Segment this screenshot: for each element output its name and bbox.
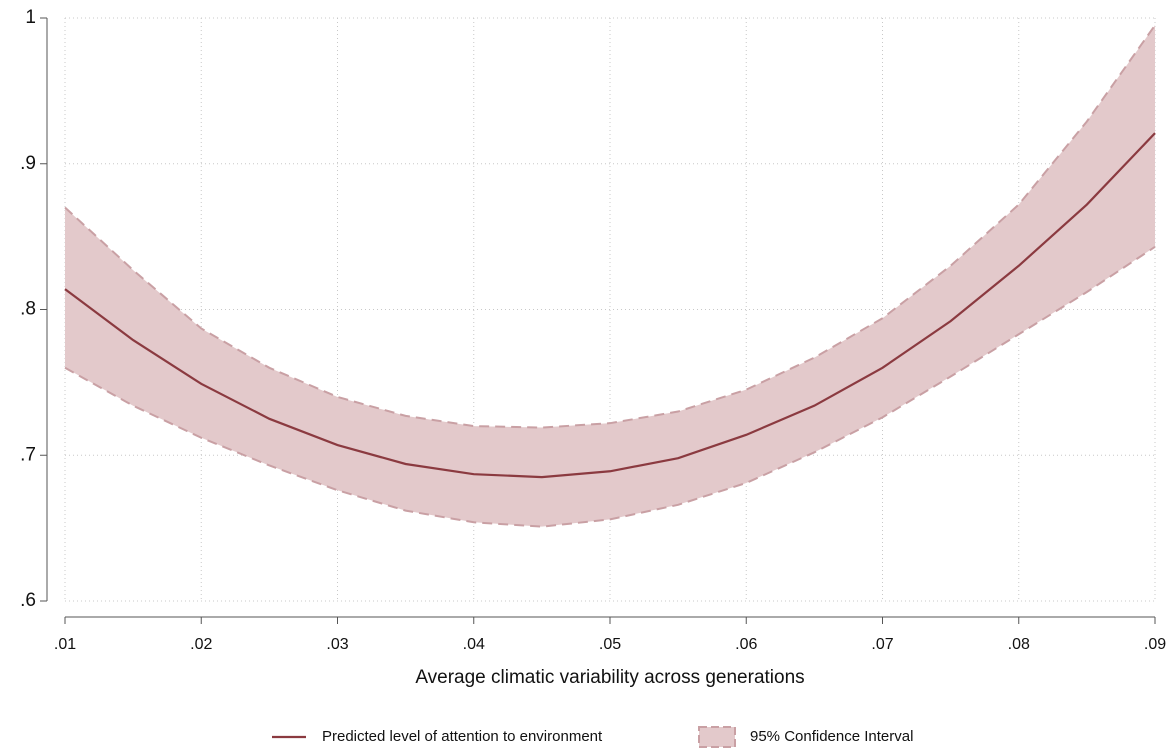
confidence-band (65, 25, 1155, 527)
x-axis-label: Average climatic variability across gene… (415, 667, 804, 688)
x-tick-label: .02 (190, 636, 212, 653)
band-lower-edge (64, 245, 1156, 528)
y-tick-label: .8 (20, 299, 36, 320)
x-tick-label: .06 (735, 636, 757, 653)
x-tick-label: .07 (871, 636, 893, 653)
legend-swatch (698, 726, 736, 748)
x-tick-label: .09 (1144, 636, 1166, 653)
y-tick-label: .9 (20, 153, 36, 174)
x-tick-label: .05 (599, 636, 621, 653)
x-tick-label: .04 (463, 636, 485, 653)
x-tick-label: .03 (326, 636, 348, 653)
band-upper-edge (64, 24, 1156, 429)
legend-label: Predicted level of attention to environm… (322, 728, 603, 745)
y-tick-label: .7 (20, 444, 36, 465)
y-tick-label: 1 (25, 7, 36, 28)
prediction-line (64, 132, 1156, 479)
x-tick-label: .08 (1008, 636, 1030, 653)
x-tick-label: .01 (54, 636, 76, 653)
y-tick-label: .6 (20, 590, 36, 611)
legend-label: 95% Confidence Interval (750, 728, 913, 745)
